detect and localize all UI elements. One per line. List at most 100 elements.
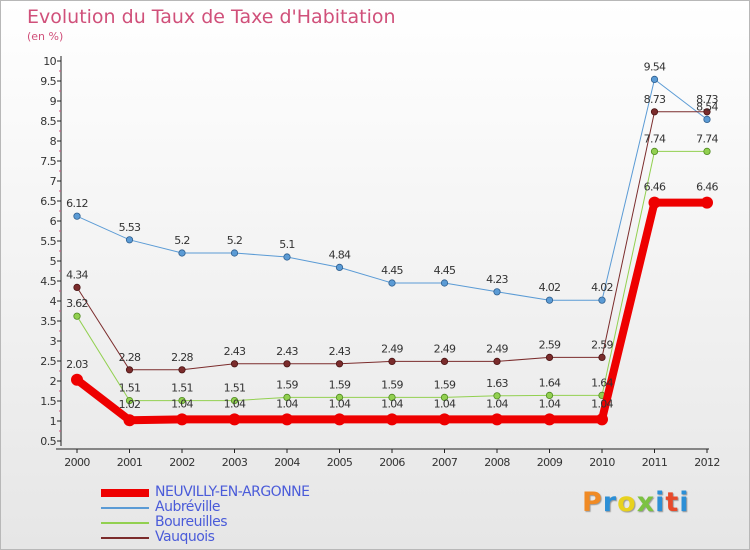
data-point-neuvilly-en-argonne	[71, 373, 83, 386]
y-tick-label: 5	[50, 255, 57, 268]
logo-letter: P	[582, 487, 603, 518]
chart-subtitle: (en %)	[27, 30, 64, 43]
data-label-boureuilles: 1.64	[591, 376, 613, 389]
data-point-vauquois	[178, 366, 186, 374]
data-label-neuvilly-en-argonne: 1.04	[486, 397, 508, 410]
data-label-neuvilly-en-argonne: 1.04	[591, 397, 613, 410]
data-point-aubreville	[440, 279, 449, 287]
data-label-neuvilly-en-argonne: 1.04	[171, 397, 193, 410]
data-label-aubreville: 5.53	[119, 221, 141, 234]
logo-letter: x	[636, 487, 656, 518]
data-label-aubreville: 4.02	[539, 281, 561, 294]
data-label-aubreville: 8.54	[696, 100, 718, 113]
x-tick-label: 2005	[327, 456, 353, 469]
data-point-neuvilly-en-argonne	[491, 413, 503, 426]
data-label-boureuilles: 7.74	[644, 132, 666, 145]
legend-label: NEUVILLY-EN-ARGONNE	[155, 484, 310, 500]
data-point-aubreville	[230, 249, 239, 257]
data-point-boureuilles	[703, 147, 711, 155]
data-point-boureuilles	[545, 391, 554, 399]
data-label-neuvilly-en-argonne: 1.04	[381, 397, 403, 410]
data-label-neuvilly-en-argonne: 2.03	[66, 358, 88, 371]
x-tick-label: 2007	[432, 456, 458, 469]
data-label-boureuilles: 1.59	[329, 378, 351, 391]
data-point-neuvilly-en-argonne	[123, 414, 136, 427]
y-tick-label: 6	[50, 215, 57, 228]
series-line-vauquois	[76, 111, 707, 371]
data-label-aubreville: 4.45	[434, 264, 456, 277]
data-point-neuvilly-en-argonne	[701, 196, 713, 209]
x-tick-label: 2009	[537, 456, 563, 469]
legend-label: Aubréville	[155, 499, 220, 515]
x-tick-label: 2003	[222, 456, 248, 469]
data-point-neuvilly-en-argonne	[281, 413, 293, 426]
data-label-neuvilly-en-argonne: 6.46	[696, 181, 718, 194]
legend-label: Boureuilles	[155, 514, 228, 530]
data-label-boureuilles: 1.51	[119, 382, 141, 395]
data-label-boureuilles: 1.51	[224, 382, 246, 395]
data-label-boureuilles: 1.59	[381, 378, 403, 391]
data-label-vauquois: 2.43	[276, 345, 298, 358]
data-point-boureuilles	[283, 393, 291, 401]
y-tick-label: 4	[50, 295, 57, 308]
y-tick-label: 3	[50, 335, 57, 348]
x-tick-label: 2000	[64, 456, 90, 469]
data-label-neuvilly-en-argonne: 1.04	[329, 397, 351, 410]
data-point-aubreville	[388, 279, 396, 287]
data-label-vauquois: 2.28	[171, 351, 193, 364]
legend-swatch	[101, 507, 149, 509]
data-point-boureuilles	[440, 393, 449, 401]
data-label-neuvilly-en-argonne: 6.46	[644, 181, 666, 194]
y-tick-label: 8	[50, 135, 57, 148]
x-tick-label: 2010	[589, 456, 615, 469]
data-point-vauquois	[335, 360, 344, 368]
data-point-vauquois	[545, 353, 554, 361]
x-tick-label: 2006	[379, 456, 405, 469]
data-label-boureuilles: 1.59	[276, 378, 298, 391]
data-label-aubreville: 4.45	[381, 264, 403, 277]
data-point-boureuilles	[178, 396, 186, 405]
y-tick-label: 1	[50, 415, 56, 428]
data-point-boureuilles	[230, 396, 239, 405]
data-label-boureuilles: 7.74	[696, 132, 718, 145]
data-labels-layer: 6.12 5.53 5.2 5.2 5.1 4.84 4.45 4.45 4.23 4.02 4.0…	[66, 60, 719, 411]
y-tick-label: 2.5	[40, 355, 56, 368]
data-label-aubreville: 5.2	[227, 234, 242, 247]
data-point-aubreville	[178, 249, 186, 257]
data-point-aubreville	[283, 253, 291, 261]
data-label-neuvilly-en-argonne: 1.04	[276, 397, 298, 410]
y-tick-label: 6.5	[40, 195, 56, 208]
data-point-aubreville	[545, 296, 554, 304]
data-point-aubreville	[335, 263, 344, 271]
data-label-aubreville: 5.1	[279, 238, 294, 251]
data-point-boureuilles	[388, 393, 396, 401]
data-point-vauquois	[283, 360, 291, 368]
data-point-vauquois	[440, 357, 449, 365]
data-label-neuvilly-en-argonne: 1.04	[224, 397, 246, 410]
logo-letter: i	[655, 487, 666, 518]
data-point-vauquois	[230, 360, 239, 368]
data-label-aubreville: 5.2	[174, 234, 189, 247]
data-point-aubreville	[125, 236, 134, 244]
data-point-aubreville	[493, 288, 501, 296]
data-label-vauquois: 2.59	[539, 338, 561, 351]
data-label-neuvilly-en-argonne: 1.04	[539, 397, 561, 410]
x-tick-label: 2004	[274, 456, 300, 469]
data-label-boureuilles: 1.63	[486, 377, 508, 390]
y-tick-label: 9.5	[40, 75, 56, 88]
legend-swatch	[101, 537, 149, 539]
x-tick-label: 2001	[117, 456, 143, 469]
data-point-vauquois	[493, 357, 501, 365]
data-point-aubreville	[73, 212, 81, 220]
data-point-neuvilly-en-argonne	[228, 413, 241, 426]
y-tick-label: 0.5	[40, 435, 56, 448]
data-point-boureuilles	[125, 396, 134, 405]
data-label-vauquois: 2.59	[591, 338, 613, 351]
legend-swatch	[101, 489, 149, 497]
data-point-neuvilly-en-argonne	[438, 413, 451, 426]
data-point-vauquois	[703, 108, 711, 116]
data-point-vauquois	[650, 108, 659, 116]
data-point-boureuilles	[335, 393, 344, 401]
